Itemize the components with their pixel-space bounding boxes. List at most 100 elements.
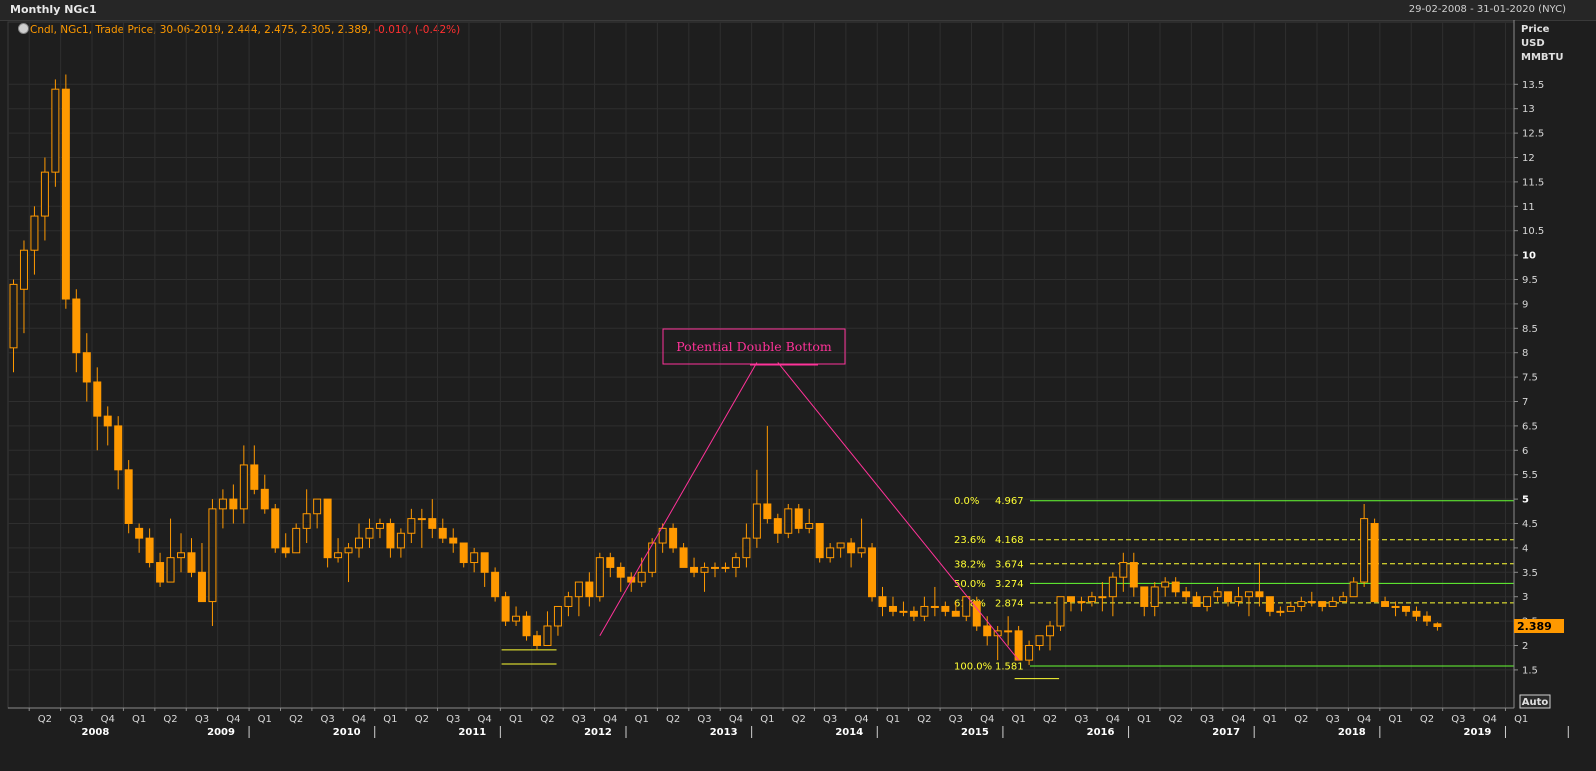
candle-body xyxy=(1171,581,1180,593)
candle xyxy=(1391,601,1400,617)
date-range[interactable]: 29-02-2008 - 31-01-2020 (NYC) xyxy=(1408,4,1566,15)
candle xyxy=(574,581,583,617)
candle-body xyxy=(166,557,175,583)
legend-change: -0.010, (-0.42%) xyxy=(374,24,461,36)
x-year-label: 2019 xyxy=(1464,727,1492,738)
candle-body xyxy=(951,610,960,617)
candle xyxy=(972,596,981,631)
candle xyxy=(1066,596,1075,612)
candle-body xyxy=(574,581,583,598)
fib-label: 0.0% xyxy=(954,496,979,507)
candle-body xyxy=(334,552,343,559)
candle-body xyxy=(1087,596,1096,603)
candle xyxy=(1119,552,1128,592)
candle xyxy=(1108,572,1117,617)
x-quarter-label: Q4 xyxy=(603,714,617,725)
fib-label: 50.0% xyxy=(954,579,986,590)
x-quarter-label: Q1 xyxy=(258,714,272,725)
candle-body xyxy=(1286,605,1295,612)
candle-body xyxy=(658,527,667,544)
candle-body xyxy=(177,552,186,559)
candle-body xyxy=(30,215,39,251)
x-quarter-label: Q2 xyxy=(1043,714,1057,725)
candle xyxy=(375,518,384,539)
candle-body xyxy=(1433,623,1442,628)
y-tick-label: 8 xyxy=(1522,348,1528,359)
y-tick-label: 13.5 xyxy=(1522,80,1544,91)
candle xyxy=(962,596,971,622)
candle xyxy=(156,552,165,587)
candle xyxy=(1213,586,1222,602)
candle xyxy=(103,406,112,446)
candle-body xyxy=(1328,601,1337,607)
candle-body xyxy=(993,630,1002,637)
x-quarter-label: Q4 xyxy=(980,714,994,725)
candle xyxy=(512,606,521,626)
candle xyxy=(1265,596,1274,617)
candle-body xyxy=(794,508,803,529)
candle-body xyxy=(710,566,719,569)
candle-body xyxy=(1234,596,1243,603)
auto-scale-button[interactable]: Auto xyxy=(1519,694,1551,709)
series-legend[interactable]: Cndl, NGc1, Trade Price, 30-06-2019, 2.4… xyxy=(18,23,460,36)
candle-body xyxy=(1213,591,1222,598)
x-quarter-label: Q3 xyxy=(697,714,711,725)
candle xyxy=(491,567,500,602)
candle-body xyxy=(700,566,709,573)
x-quarter-label: Q2 xyxy=(38,714,52,725)
candle-body xyxy=(909,610,918,617)
candle-body xyxy=(1265,596,1274,612)
candle xyxy=(302,489,311,544)
annotation-box[interactable] xyxy=(662,328,846,365)
x-quarter-label: Q2 xyxy=(163,714,177,725)
candle-body xyxy=(1077,601,1086,604)
candle xyxy=(888,596,897,617)
x-quarter-label: Q1 xyxy=(1263,714,1277,725)
candle-body xyxy=(868,547,877,598)
x-quarter-label: Q3 xyxy=(949,714,963,725)
candle-body xyxy=(491,571,500,598)
fib-value: 1.581 xyxy=(995,661,1024,672)
candle xyxy=(135,523,144,553)
candle xyxy=(1370,518,1379,603)
x-quarter-label: Q4 xyxy=(352,714,366,725)
y-tick-label: 6.5 xyxy=(1522,421,1538,432)
double-bottom-lines xyxy=(599,362,1020,661)
candle-body xyxy=(229,498,238,510)
candle xyxy=(784,503,793,539)
y-tick-label: 11 xyxy=(1522,202,1535,213)
candle xyxy=(731,552,740,578)
candle xyxy=(1255,562,1264,607)
annotation-group: Potential Double Bottom xyxy=(662,328,846,365)
candle-body xyxy=(260,488,269,510)
fib-value: 3.274 xyxy=(995,579,1024,590)
candle-body xyxy=(763,503,772,520)
candle xyxy=(480,552,489,587)
candles xyxy=(9,74,1442,666)
series-settings-icon[interactable] xyxy=(18,23,29,34)
candle xyxy=(951,601,960,617)
candle-body xyxy=(595,557,604,598)
x-quarter-label: Q1 xyxy=(509,714,523,725)
candle-body xyxy=(145,537,154,564)
candle xyxy=(1412,606,1421,622)
x-quarter-label: Q4 xyxy=(101,714,115,725)
x-quarter-label: Q4 xyxy=(478,714,492,725)
candle xyxy=(417,508,426,548)
x-year-label: 2013 xyxy=(710,727,738,738)
candle xyxy=(1422,611,1431,626)
candle xyxy=(1014,625,1023,661)
candle-body xyxy=(40,171,49,217)
candle xyxy=(1140,586,1149,617)
x-quarter-label: Q2 xyxy=(792,714,806,725)
candle xyxy=(899,601,908,617)
candle-body xyxy=(962,596,971,617)
candle xyxy=(1402,605,1411,617)
candle xyxy=(407,508,416,544)
y-axis: 1.522.533.544.555.566.577.588.599.51010.… xyxy=(1513,20,1544,708)
candle-body xyxy=(1370,523,1379,603)
candle xyxy=(124,460,133,534)
candle xyxy=(1244,591,1253,617)
